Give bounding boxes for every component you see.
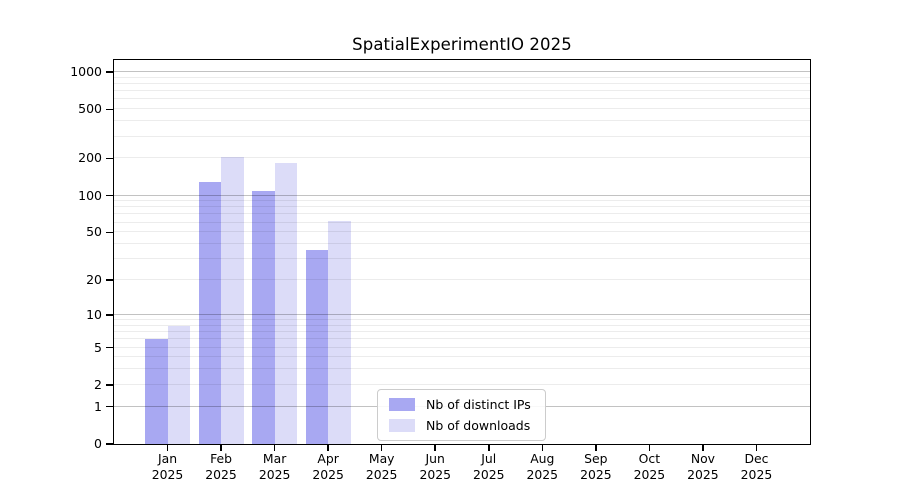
gridline-minor-30 <box>114 258 810 260</box>
plot-area: Nb of distinct IPs Nb of downloads <box>113 59 811 445</box>
y-tick-label-1000: 1000 <box>70 64 102 79</box>
x-tick-label-nov: Nov 2025 <box>687 451 719 482</box>
gridline-minor-400 <box>114 120 810 122</box>
gridline-minor-600 <box>114 98 810 100</box>
x-tick-oct <box>648 445 651 451</box>
x-tick-label-aug: Aug 2025 <box>526 451 559 482</box>
gridline-major-10 <box>114 313 810 315</box>
x-tick-label-oct: Oct 2025 <box>633 451 666 482</box>
gridline-minor-200 <box>114 157 810 159</box>
bar-jan-distinct-ips <box>145 339 168 444</box>
legend-item-downloads: Nb of downloads <box>389 418 531 433</box>
y-tick-5 <box>106 346 113 349</box>
gridline-minor-80 <box>114 206 810 208</box>
x-tick-label-feb: Feb 2025 <box>205 451 237 482</box>
gridline-minor-300 <box>114 135 810 137</box>
gridline-minor-2 <box>114 383 810 385</box>
gridline-minor-50 <box>114 231 810 233</box>
gridline-minor-4 <box>114 356 810 358</box>
bar-feb-distinct-ips <box>198 182 222 444</box>
gridline-major-100 <box>114 194 810 196</box>
gridline-major-1000 <box>114 71 810 73</box>
y-tick-label-10: 10 <box>86 306 102 322</box>
y-tick-0 <box>106 443 113 445</box>
y-tick-label-2: 2 <box>94 376 102 392</box>
bar-jan-downloads <box>167 325 191 444</box>
x-tick-label-jun: Jun 2025 <box>419 451 451 482</box>
x-tick-aug <box>541 445 544 451</box>
gridline-minor-20 <box>114 279 810 281</box>
y-tick-20 <box>106 279 113 281</box>
bar-feb-downloads <box>221 157 244 444</box>
gridline-minor-90 <box>114 200 810 202</box>
x-tick-jun <box>434 445 436 451</box>
legend-label-distinct-ips: Nb of distinct IPs <box>426 397 531 412</box>
y-tick-200 <box>106 157 113 160</box>
gridline-minor-8 <box>114 324 810 326</box>
legend-item-distinct-ips: Nb of distinct IPs <box>389 397 531 412</box>
chart-title: SpatialExperimentIO 2025 <box>352 35 572 54</box>
gridline-minor-5 <box>114 346 810 348</box>
bar-mar-downloads <box>274 163 298 444</box>
gridline-minor-800 <box>114 83 810 85</box>
y-tick-50 <box>106 231 113 234</box>
y-tick-2 <box>106 384 113 386</box>
x-tick-jul <box>488 445 490 451</box>
x-tick-label-may: May 2025 <box>365 451 398 482</box>
x-tick-label-jan: Jan 2025 <box>151 451 184 482</box>
x-tick-may <box>380 445 383 451</box>
x-tick-dec <box>755 445 758 451</box>
y-tick-label-500: 500 <box>78 101 102 117</box>
gridline-minor-700 <box>114 90 810 92</box>
legend-swatch-downloads <box>389 419 415 432</box>
legend: Nb of distinct IPs Nb of downloads <box>377 389 546 441</box>
gridline-minor-9 <box>114 319 810 321</box>
x-tick-jan <box>166 445 169 451</box>
x-tick-sep <box>595 445 597 451</box>
y-tick-1000 <box>106 71 113 73</box>
y-tick-label-50: 50 <box>86 224 102 240</box>
y-tick-label-20: 20 <box>86 272 102 288</box>
x-tick-mar <box>273 445 276 451</box>
bar-apr-distinct-ips <box>305 249 329 444</box>
gridline-minor-40 <box>114 243 810 245</box>
gridline-minor-60 <box>114 221 810 223</box>
gridline-minor-500 <box>114 108 810 110</box>
x-tick-feb <box>220 445 222 451</box>
x-tick-label-apr: Apr 2025 <box>312 451 344 482</box>
bar-mar-distinct-ips <box>252 191 275 444</box>
y-tick-label-1: 1 <box>94 398 102 414</box>
legend-label-downloads: Nb of downloads <box>426 418 531 433</box>
x-tick-apr <box>327 445 329 451</box>
legend-swatch-distinct-ips <box>389 398 415 411</box>
y-tick-label-0: 0 <box>94 436 102 451</box>
gridline-minor-6 <box>114 338 810 340</box>
y-tick-10 <box>106 314 113 316</box>
y-tick-label-5: 5 <box>94 339 102 355</box>
x-tick-nov <box>702 445 704 451</box>
y-tick-1 <box>106 405 113 408</box>
gridline-minor-70 <box>114 213 810 215</box>
x-tick-label-dec: Dec 2025 <box>740 451 773 482</box>
x-tick-label-sep: Sep 2025 <box>580 451 612 482</box>
y-tick-label-100: 100 <box>78 187 102 203</box>
y-tick-label-200: 200 <box>78 150 102 166</box>
x-tick-label-jul: Jul 2025 <box>472 451 505 482</box>
y-tick-500 <box>106 108 113 111</box>
gridline-minor-900 <box>114 76 810 78</box>
y-tick-100 <box>106 194 113 197</box>
x-tick-label-mar: Mar 2025 <box>258 451 291 482</box>
bar-apr-downloads <box>328 220 351 444</box>
gridline-minor-3 <box>114 368 810 370</box>
gridline-minor-7 <box>114 331 810 333</box>
